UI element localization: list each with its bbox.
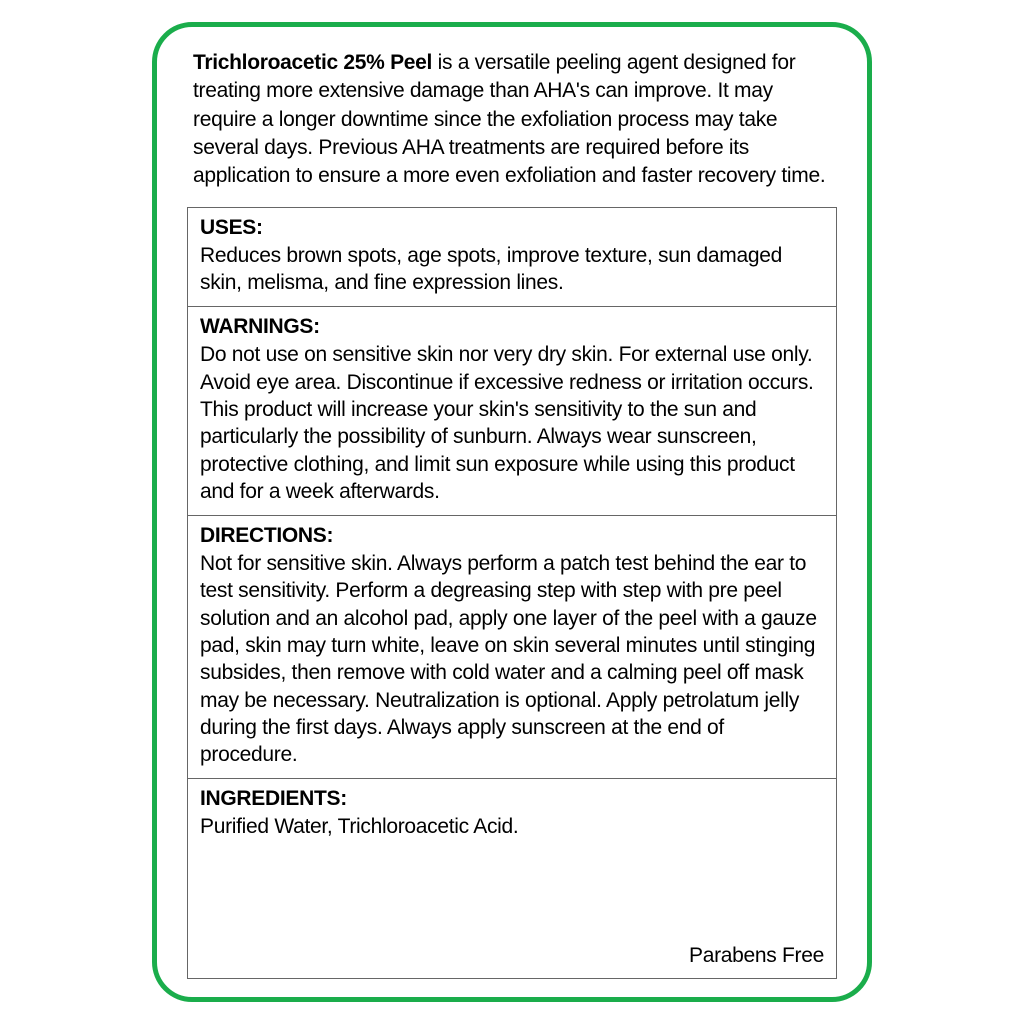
warnings-heading: WARNINGS: [200, 315, 824, 339]
uses-heading: USES: [200, 216, 824, 240]
directions-body: Not for sensitive skin. Always perform a… [200, 550, 824, 768]
section-directions: DIRECTIONS: Not for sensitive skin. Alwa… [188, 516, 836, 779]
section-ingredients: INGREDIENTS: Purified Water, Trichloroac… [188, 779, 836, 979]
section-uses: USES: Reduces brown spots, age spots, im… [188, 208, 836, 308]
ingredients-heading: INGREDIENTS: [200, 787, 824, 811]
warnings-body: Do not use on sensitive skin nor very dr… [200, 341, 824, 505]
sections-container: USES: Reduces brown spots, age spots, im… [187, 207, 837, 979]
section-warnings: WARNINGS: Do not use on sensitive skin n… [188, 307, 836, 516]
intro-bold-lead: Trichloroacetic 25% Peel [193, 51, 432, 74]
uses-body: Reduces brown spots, age spots, improve … [200, 242, 824, 297]
intro-paragraph: Trichloroacetic 25% Peel is a versatile … [187, 49, 837, 191]
footer-note: Parabens Free [200, 938, 824, 968]
directions-heading: DIRECTIONS: [200, 524, 824, 548]
ingredients-body: Purified Water, Trichloroacetic Acid. [200, 813, 824, 840]
product-label: Trichloroacetic 25% Peel is a versatile … [152, 22, 872, 1002]
